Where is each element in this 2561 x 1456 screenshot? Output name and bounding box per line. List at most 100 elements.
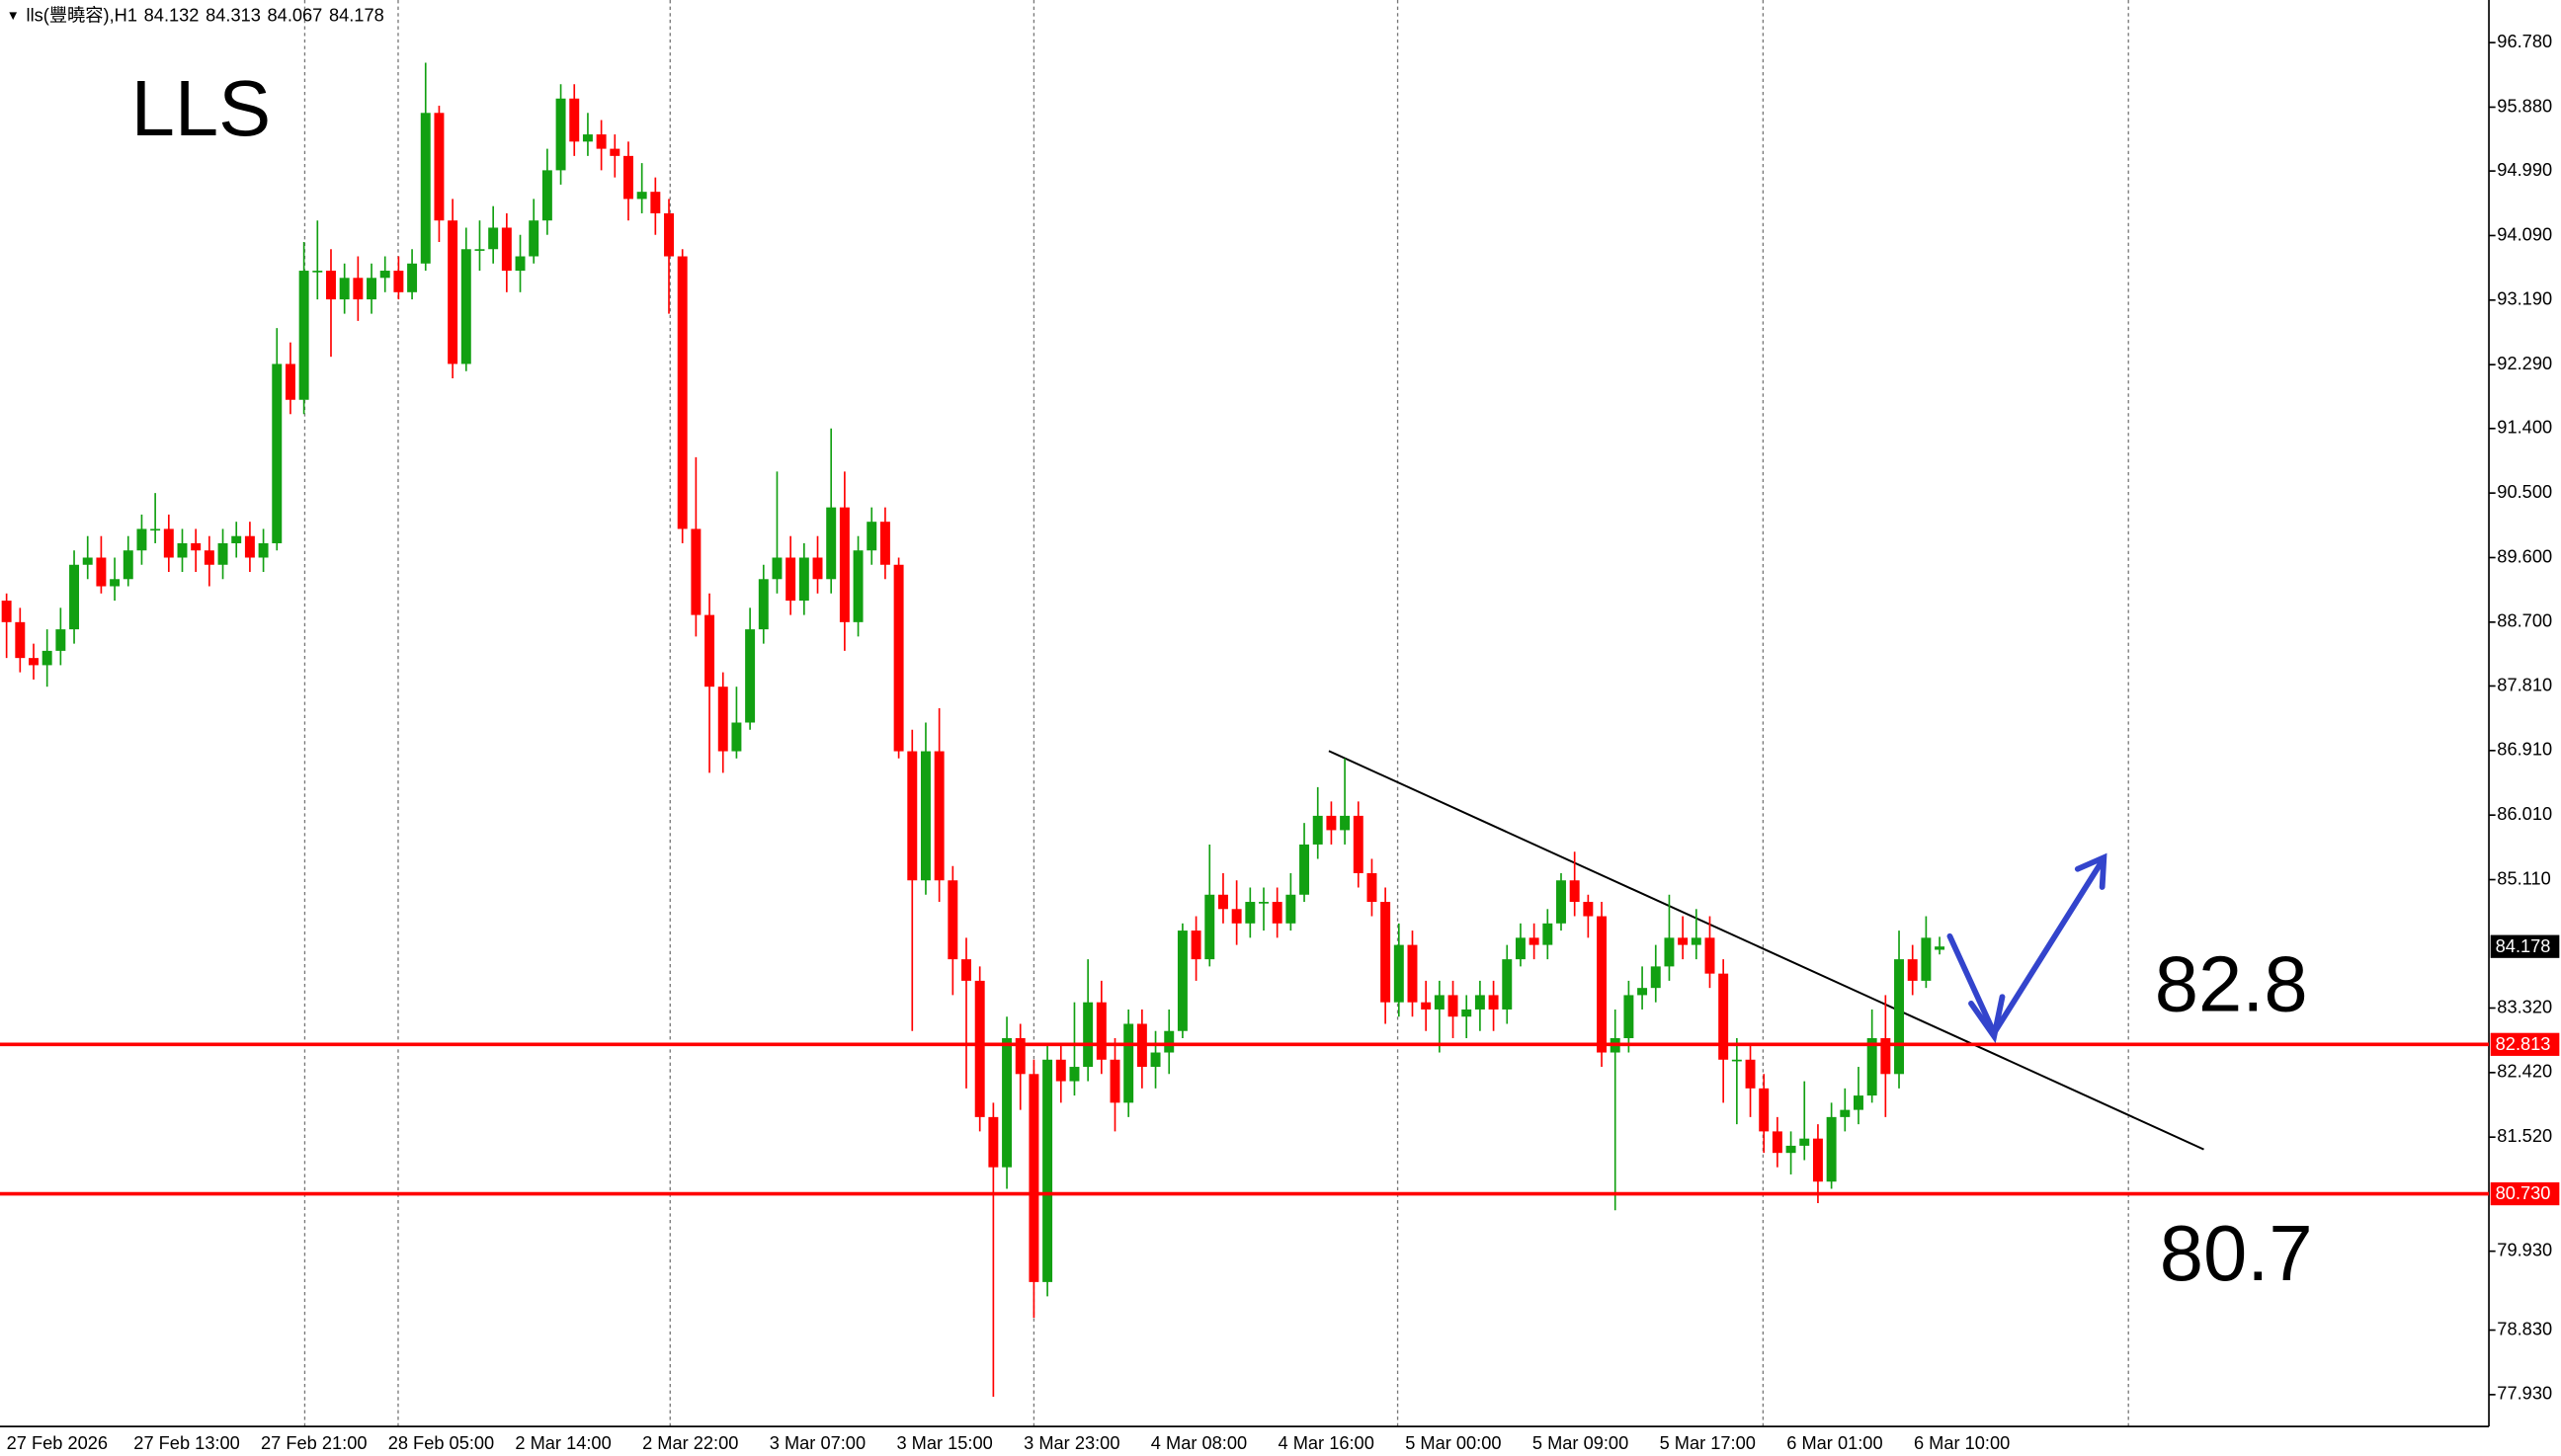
candle-body [474,249,485,251]
candle-body [1177,930,1188,1031]
candle-body [15,621,26,659]
candle-body [1542,923,1553,945]
candle-body [1799,1138,1810,1146]
candle-body [785,557,796,602]
candle-body [204,550,214,565]
candle-body [1055,1059,1066,1082]
candle-body [1935,946,1945,950]
candle-body [501,227,512,272]
candle-body [244,535,255,558]
candle-body [853,550,864,622]
candle-body [1691,937,1701,945]
y-tick-label: 79.930 [2497,1239,2552,1259]
candle-body [272,364,283,543]
candle-body [1,601,12,622]
x-tick-label: 2 Mar 22:00 [642,1432,738,1453]
level-label: 80.730 [2496,1182,2551,1203]
candle-body [798,557,809,602]
candle-body [582,134,593,142]
trend-line [1328,750,2204,1151]
x-tick-label: 4 Mar 16:00 [1279,1432,1374,1453]
candle-body [448,220,458,364]
price-label-box [2490,934,2560,958]
candle-body [258,542,269,558]
x-tick-label: 4 Mar 08:00 [1151,1432,1247,1453]
candle-body [1164,1030,1175,1053]
x-tick-label: 2 Mar 14:00 [515,1432,611,1453]
x-tick-label: 6 Mar 10:00 [1914,1432,2010,1453]
x-tick-label: 3 Mar 15:00 [896,1432,992,1453]
candle-body [150,528,161,531]
candle-body [1569,880,1580,903]
candle-body [1785,1145,1796,1154]
y-tick-label: 86.910 [2497,739,2552,760]
candle-body [704,614,715,688]
y-tick-label: 91.400 [2497,417,2552,438]
x-tick-label: 27 Feb 13:00 [133,1432,240,1453]
candle-body [1880,1037,1891,1075]
y-tick-label: 94.090 [2497,223,2552,244]
candle-body [745,629,756,723]
x-tick-label: 6 Mar 01:00 [1786,1432,1882,1453]
y-tick-label: 89.600 [2497,545,2552,566]
candle-body [298,271,309,400]
candle-body [636,192,647,200]
candle-body [1731,1059,1742,1062]
y-tick-label: 93.190 [2497,288,2552,309]
candle-body [434,113,445,221]
forecast-arrow [1946,852,2107,1044]
annotation: LLS [131,64,272,152]
candle-body [1866,1037,1877,1096]
candle-body [312,271,323,273]
candle-body [379,271,390,279]
candle-body [1528,937,1539,945]
candle-body [393,271,404,292]
header-ohlc: 84.067 [268,4,323,25]
candle-body [1272,902,1282,924]
candle-body [1502,959,1513,1010]
candle-body [920,751,931,881]
y-tick-label: 86.010 [2497,803,2552,824]
candle-body [82,557,93,565]
candle-body [1650,966,1661,989]
x-tick-label: 27 Feb 2026 [7,1432,108,1453]
candle-body [515,256,526,272]
candle-body [1326,815,1337,831]
level-label-box [2490,1032,2560,1056]
candle-body [1380,902,1391,1003]
y-tick-label: 87.810 [2497,674,2552,694]
candle-body [1217,894,1228,910]
candle-body [1393,944,1404,1003]
plot [1,62,1945,1398]
menu-icon[interactable]: ▼ [7,8,20,23]
candle-body [529,220,539,257]
candle-body [353,278,364,300]
candle-body [420,113,431,264]
candle-body [1150,1052,1161,1068]
y-tick-label: 85.110 [2497,867,2550,888]
candle-body [217,542,228,565]
candle-body [326,271,336,300]
candle-body [839,507,850,622]
candle-body [1854,1095,1863,1110]
candle-body [1366,872,1377,903]
candle-body [1772,1131,1782,1154]
candle-body [488,227,499,250]
candle-body [1556,880,1566,924]
candle-body [691,528,702,615]
price-label: 84.178 [2496,935,2551,956]
candle-body [231,535,242,543]
y-tick-label: 77.930 [2497,1383,2552,1404]
candle-body [285,364,295,400]
candle-body [1002,1037,1013,1168]
candle-body [69,564,80,630]
candle-body [555,98,566,171]
candle-body [1474,995,1485,1010]
candle-body [961,959,971,981]
candle-body [1299,844,1310,895]
candle-body [1840,1109,1851,1117]
candle-body [1231,909,1242,924]
candle-body [1637,988,1648,996]
candle-body [1447,995,1458,1017]
